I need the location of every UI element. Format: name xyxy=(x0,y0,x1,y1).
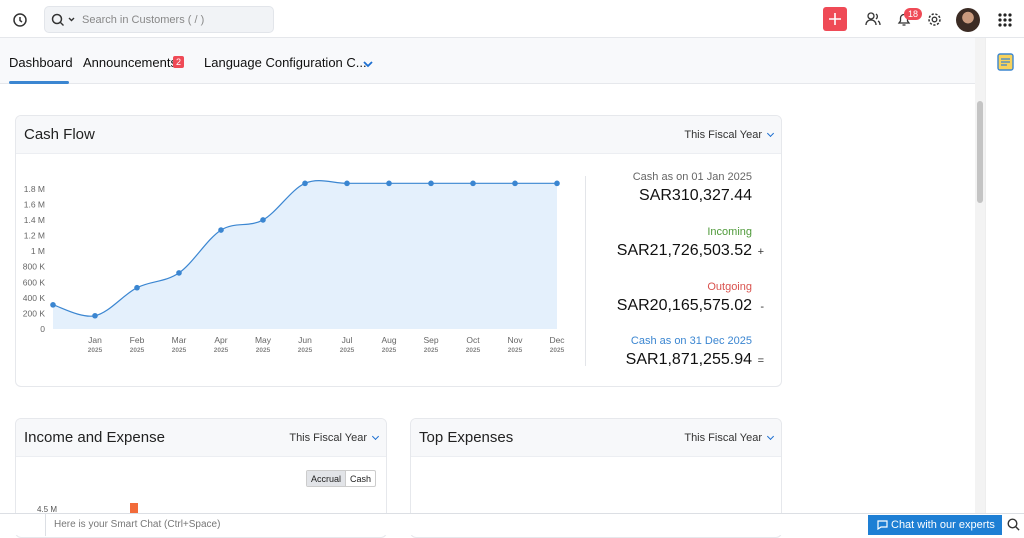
summary-amount: SAR1,871,255.94 xyxy=(625,351,752,368)
notes-icon[interactable] xyxy=(996,51,1016,71)
summary-operator: + xyxy=(757,246,764,258)
point xyxy=(50,302,56,308)
x-tick-label: Jul 2025 xyxy=(340,335,355,354)
avatar[interactable] xyxy=(956,8,980,32)
chat-button[interactable]: Chat with our experts xyxy=(868,515,1002,535)
x-tick-label: Aug 2025 xyxy=(381,335,396,354)
period-select[interactable]: This Fiscal Year xyxy=(684,432,773,444)
summary-label: Cash as on 31 Dec 2025 xyxy=(630,335,752,347)
x-tick-label: Mar 2025 xyxy=(172,335,187,354)
summary-amount: SAR310,327.44 xyxy=(639,187,752,204)
search-placeholder: Search in Customers ( / ) xyxy=(82,14,205,26)
card-header: Top Expenses This Fiscal Year xyxy=(411,419,781,457)
card-title: Top Expenses xyxy=(419,429,514,446)
card-title: Income and Expense xyxy=(24,429,165,446)
notification-badge: 18 xyxy=(904,8,923,20)
period-select[interactable]: This Fiscal Year xyxy=(289,432,378,444)
point xyxy=(134,284,140,291)
card-header: Income and Expense This Fiscal Year xyxy=(16,419,386,457)
point xyxy=(344,180,350,187)
y-tick-label: 400 K xyxy=(23,293,46,303)
point xyxy=(512,180,518,187)
chat-button-label: Chat with our experts xyxy=(891,519,995,531)
point xyxy=(92,312,98,319)
x-tick-label: Jun 2025 xyxy=(298,335,313,354)
cash-flow-chart: 0 200 K 400 K 600 K 800 K 1 M 1.2 M 1.4 M 1.6 M 1… xyxy=(23,180,565,354)
point xyxy=(470,180,476,187)
search-icon xyxy=(51,13,75,26)
point xyxy=(554,180,560,187)
apps-icon[interactable] xyxy=(998,13,1012,27)
y-tick-label: 200 K xyxy=(23,308,46,318)
search-icon[interactable] xyxy=(1007,518,1020,532)
tab-badge: 2 xyxy=(173,56,185,68)
y-tick-label: 1.6 M xyxy=(24,199,45,209)
point xyxy=(386,180,392,187)
card-header: Cash Flow This Fiscal Year xyxy=(16,116,781,154)
x-tick-label: Dec 2025 xyxy=(549,335,565,354)
x-tick-label: Apr 2025 xyxy=(214,335,229,354)
search-box[interactable]: Search in Customers ( / ) xyxy=(44,6,274,33)
smart-chat-input[interactable]: Here is your Smart Chat (Ctrl+Space) xyxy=(54,519,221,530)
toggle-option[interactable]: Accrual xyxy=(307,471,347,486)
card-title: Cash Flow xyxy=(24,126,95,143)
summary-operator: = xyxy=(757,355,764,367)
x-tick-label: Nov 2025 xyxy=(507,335,523,354)
y-tick-label: 0 xyxy=(40,324,45,334)
users-icon[interactable] xyxy=(865,12,881,26)
tab[interactable]: Announcements xyxy=(83,55,177,70)
y-tick-label: 1.8 M xyxy=(24,184,45,194)
toggle-option[interactable]: Cash xyxy=(350,474,372,484)
right-sidebar xyxy=(985,38,1024,513)
basis-toggle: Accrual Cash xyxy=(306,470,377,487)
y-tick-label: 1.4 M xyxy=(24,215,45,225)
point xyxy=(428,180,434,187)
summary-label: Cash as on 01 Jan 2025 xyxy=(632,171,752,183)
history-icon[interactable] xyxy=(12,12,28,28)
point xyxy=(176,270,182,276)
add-button[interactable] xyxy=(823,7,847,31)
area xyxy=(53,180,557,329)
bar xyxy=(130,503,138,515)
tab[interactable]: Language Configuration C... xyxy=(204,55,367,70)
tab[interactable]: Dashboard xyxy=(9,55,73,70)
tab-underline xyxy=(9,81,69,84)
y-tick-label: 600 K xyxy=(23,277,46,287)
point xyxy=(302,180,308,187)
y-tick-label: 800 K xyxy=(23,262,46,272)
x-tick-label: May 2025 xyxy=(255,335,272,354)
x-tick-label: Feb 2025 xyxy=(130,335,145,354)
summary-label: Outgoing xyxy=(707,281,752,293)
y-axis-label: 4.5 M xyxy=(37,505,58,514)
y-tick-label: 1.2 M xyxy=(24,231,45,241)
x-tick-label: Oct 2025 xyxy=(466,335,481,354)
bottom-bar: Here is your Smart Chat (Ctrl+Space) Cha… xyxy=(0,513,1024,536)
summary-label: Incoming xyxy=(707,226,752,238)
period-select[interactable]: This Fiscal Year xyxy=(684,129,773,141)
summary-amount: SAR20,165,575.02 xyxy=(616,297,752,314)
y-tick-label: 1 M xyxy=(31,246,45,256)
summary-amount: SAR21,726,503.52 xyxy=(616,242,752,259)
settings-icon[interactable] xyxy=(927,12,942,27)
summary-operator: - xyxy=(760,301,764,313)
top-bar: Search in Customers ( / ) 18 xyxy=(0,0,1024,38)
scrollbar xyxy=(975,38,985,513)
x-tick-label: Jan 2025 xyxy=(88,335,103,354)
point xyxy=(218,227,224,233)
tab-chevron[interactable] xyxy=(363,60,373,68)
x-tick-label: Sep 2025 xyxy=(423,335,438,354)
divider xyxy=(585,176,586,366)
point xyxy=(260,217,266,223)
tab-bar: Dashboard Announcements 2 Language Confi… xyxy=(0,38,975,84)
